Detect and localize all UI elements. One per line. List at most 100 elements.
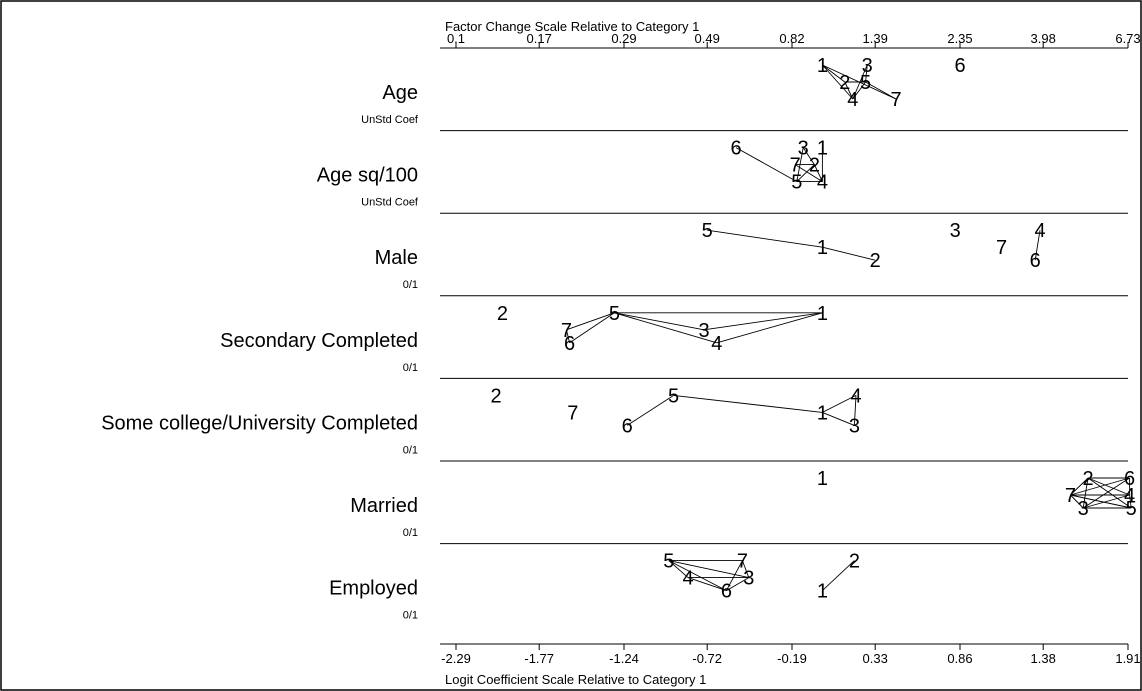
category-point-label: 5 <box>668 385 679 407</box>
category-point-label: 7 <box>790 155 801 177</box>
row-sublabel: 0/1 <box>403 610 418 622</box>
category-point-label: 2 <box>497 303 508 325</box>
category-link-line <box>741 560 750 578</box>
category-link-line <box>726 577 750 591</box>
category-point-label: 3 <box>698 320 709 342</box>
category-point-label: 3 <box>798 138 809 160</box>
category-link-line <box>569 312 615 344</box>
category-point-label: 6 <box>564 333 575 355</box>
category-link-line <box>735 147 798 182</box>
row-married: Married 0/1 1 2 6 7 4 3 5 <box>350 460 1137 539</box>
category-point-label: 5 <box>860 72 871 94</box>
row-label: Age <box>382 82 418 104</box>
category-link-line <box>794 164 823 182</box>
category-link-line <box>703 312 823 331</box>
row-male: Male 0/1 5 3 4 1 7 2 6 <box>375 212 1128 291</box>
category-link-line <box>802 147 815 165</box>
category-point-label: 1 <box>817 237 828 259</box>
row-secondary-completed: Secondary Completed 0/1 2 5 1 7 3 6 4 <box>220 295 1128 374</box>
category-point-label: 4 <box>1124 485 1135 507</box>
row-some-college-university-completed: Some college/University Completed 0/1 2 5 4 7… <box>101 377 1128 456</box>
category-point-label: 3 <box>743 568 754 590</box>
category-point-label: 5 <box>702 220 713 242</box>
category-link-line <box>1070 477 1130 496</box>
top-tick-label: 3.98 <box>1031 31 1056 46</box>
category-point-label: 6 <box>1030 250 1041 272</box>
row-employed: Employed 0/1 5 7 2 4 36 1 <box>329 543 1128 622</box>
category-point-label: 7 <box>561 320 572 342</box>
top-tick-label: 2.35 <box>947 31 972 46</box>
category-link-line <box>1070 494 1084 509</box>
category-point-label: 6 <box>730 138 741 160</box>
category-point-label: 4 <box>711 333 722 355</box>
category-point-label: 4 <box>1034 220 1045 242</box>
category-link-line <box>1129 494 1132 509</box>
category-point-label: 4 <box>850 385 861 407</box>
category-link-line <box>822 64 846 83</box>
category-link-line <box>813 164 823 182</box>
category-point-label: 2 <box>1082 468 1093 490</box>
row-label: Married <box>350 495 418 517</box>
category-link-line <box>822 394 857 413</box>
category-link-line <box>1087 477 1132 509</box>
category-link-line <box>822 560 855 591</box>
category-point-label: 6 <box>721 581 732 603</box>
category-point-label: 4 <box>817 172 828 194</box>
top-tick-label: 0.82 <box>779 31 804 46</box>
row-sublabel: UnStd Coef <box>361 114 419 126</box>
category-point-label: 7 <box>996 237 1007 259</box>
category-link-line <box>673 394 823 413</box>
category-link-line <box>687 577 727 592</box>
category-link-line <box>822 64 854 100</box>
category-point-label: 5 <box>609 303 620 325</box>
row-label: Secondary Completed <box>220 330 418 352</box>
category-link-line <box>707 229 823 248</box>
bottom-tick-label: -0.19 <box>777 651 807 666</box>
row-sublabel: 0/1 <box>403 362 418 374</box>
bottom-tick-label: -0.72 <box>692 651 722 666</box>
category-link-line <box>1083 494 1130 509</box>
category-link-line <box>716 312 823 344</box>
category-link-line <box>865 81 897 100</box>
category-link-line <box>668 560 749 579</box>
category-link-line <box>668 560 689 578</box>
category-point-label: 1 <box>817 581 828 603</box>
top-axis: Factor Change Scale Relative to Category… <box>440 19 1141 49</box>
row-sublabel: 0/1 <box>403 527 418 539</box>
category-point-label: 7 <box>890 89 901 111</box>
row-sublabel: 0/1 <box>403 279 418 291</box>
row-age-sq-100: Age sq/100 UnStd Coef 6 3 17 25 4 <box>317 130 1128 209</box>
row-label: Some college/University Completed <box>101 412 418 434</box>
top-tick-label: 0.29 <box>611 31 636 46</box>
category-link-line <box>565 329 571 343</box>
category-link-line <box>614 312 705 331</box>
bottom-tick-label: -2.29 <box>441 651 471 666</box>
category-point-label: 2 <box>809 155 820 177</box>
category-point-label: 5 <box>791 172 802 194</box>
category-link-line <box>626 395 674 426</box>
category-point-label: 1 <box>817 402 828 424</box>
category-point-label: 4 <box>847 89 858 111</box>
top-tick-label: 0.17 <box>527 31 552 46</box>
category-point-label: 1 <box>817 468 828 490</box>
bottom-axis-title: Logit Coefficient Scale Relative to Cate… <box>445 672 706 687</box>
category-link-line <box>853 395 857 426</box>
category-link-line <box>1082 477 1089 509</box>
category-link-line <box>726 560 743 591</box>
category-link-line <box>865 64 868 83</box>
category-link-line <box>1070 477 1089 496</box>
category-point-label: 3 <box>950 220 961 242</box>
top-tick-label: 6.73 <box>1115 31 1140 46</box>
category-point-label: 3 <box>849 415 860 437</box>
bottom-axis: Logit Coefficient Scale Relative to Cate… <box>440 643 1141 687</box>
row-sublabel: 0/1 <box>403 444 418 456</box>
category-link-line <box>844 81 854 100</box>
category-point-label: 7 <box>567 402 578 424</box>
bottom-tick-label: -1.77 <box>524 651 554 666</box>
category-link-line <box>566 312 615 331</box>
category-link-line <box>1034 230 1041 261</box>
category-point-label: 7 <box>737 551 748 573</box>
top-axis-title: Factor Change Scale Relative to Category… <box>445 19 699 34</box>
